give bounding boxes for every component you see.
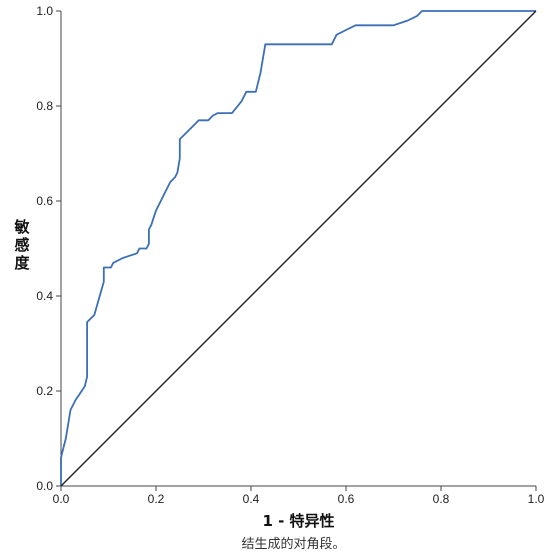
x-tick-label: 1.0 [528,492,545,506]
x-axis-title: 1 - 特异性 [262,512,334,530]
x-tick-label: 0.8 [433,492,450,506]
y-tick-label: 0.2 [36,384,53,398]
x-tick-label: 0.2 [148,492,165,506]
y-tick-label: 0.8 [36,99,53,113]
roc-curve-line [60,10,536,486]
y-tick-label: 0.4 [36,289,53,303]
y-tick-label: 0.6 [36,194,53,208]
y-tick-label: 1.0 [36,4,53,18]
y-tick-label: 0.0 [36,479,53,493]
series-layer [60,10,537,487]
chart-footnote: 结生成的对角段。 [241,536,345,552]
y-ticks: 0.0 0.2 0.4 0.6 0.8 1.0 [36,4,61,493]
x-tick-label: 0.6 [338,492,355,506]
x-tick-label: 0.0 [53,492,70,506]
plot-area: 0.0 0.2 0.4 0.6 0.8 1.0 0.0 0.2 0.4 0.6 0.8 1.0 [36,4,544,506]
y-axis-title: 敏感度 [13,218,30,272]
x-ticks: 0.0 0.2 0.4 0.6 0.8 1.0 [53,486,545,506]
reference-diagonal-line [60,10,537,487]
x-tick-label: 0.4 [243,492,260,506]
